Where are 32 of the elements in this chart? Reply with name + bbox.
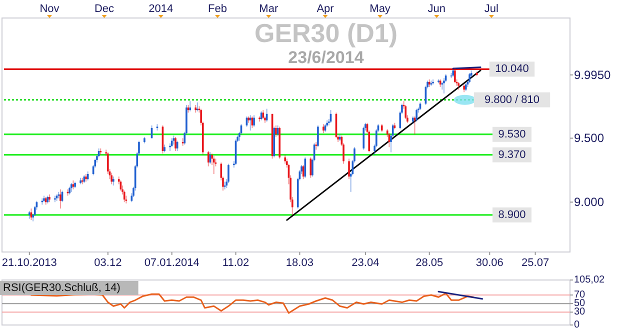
x2-tick-label: May	[370, 3, 391, 15]
ref-line-label: 9.800 / 810	[484, 94, 540, 106]
x-tick-label: 11.02	[222, 257, 250, 269]
y-tick-label: 0	[574, 320, 580, 329]
x2-tick-label: Apr	[316, 3, 334, 15]
x-tick-label: 25.07	[522, 257, 550, 269]
y-tick-label: 9.500	[574, 131, 604, 146]
x-tick-label: 28.05	[416, 257, 444, 269]
y-tick-label: 9.9950	[574, 68, 612, 82]
y-tick-label: 9.000	[574, 195, 604, 210]
text: 23/6/2014	[288, 48, 364, 67]
x2-tick-label: Jun	[428, 3, 446, 15]
x-tick-label: 21.10.2013	[2, 257, 57, 269]
x2-tick-label: Jul	[484, 3, 498, 15]
x-tick-label: 07.01.2014	[144, 257, 200, 269]
x-tick-label: 18.03	[286, 257, 314, 269]
x2-tick-label: Nov	[40, 3, 60, 15]
ref-line-label: 10.040	[495, 63, 529, 76]
x2-tick-label: Feb	[208, 3, 227, 15]
ref-line-label: 8.900	[498, 208, 526, 221]
y-tick-label: 30	[574, 306, 586, 318]
chart-title: RSI(GER30.Schluß, 14)	[3, 282, 120, 294]
chart-title: GER30 (D1)	[254, 18, 398, 48]
x2-tick-label: 2014	[148, 3, 174, 15]
ref-line-label: 9.530	[498, 128, 526, 140]
y-tick-label: 105,02	[574, 274, 606, 286]
ref-line-label: 9.370	[498, 148, 526, 161]
x-tick-label: 30.06	[476, 257, 504, 269]
x-tick-label: 23.04	[352, 257, 380, 269]
x2-tick-label: Mar	[259, 3, 278, 15]
x-tick-label: 03.12	[94, 257, 122, 269]
x2-tick-label: Dec	[94, 3, 115, 15]
